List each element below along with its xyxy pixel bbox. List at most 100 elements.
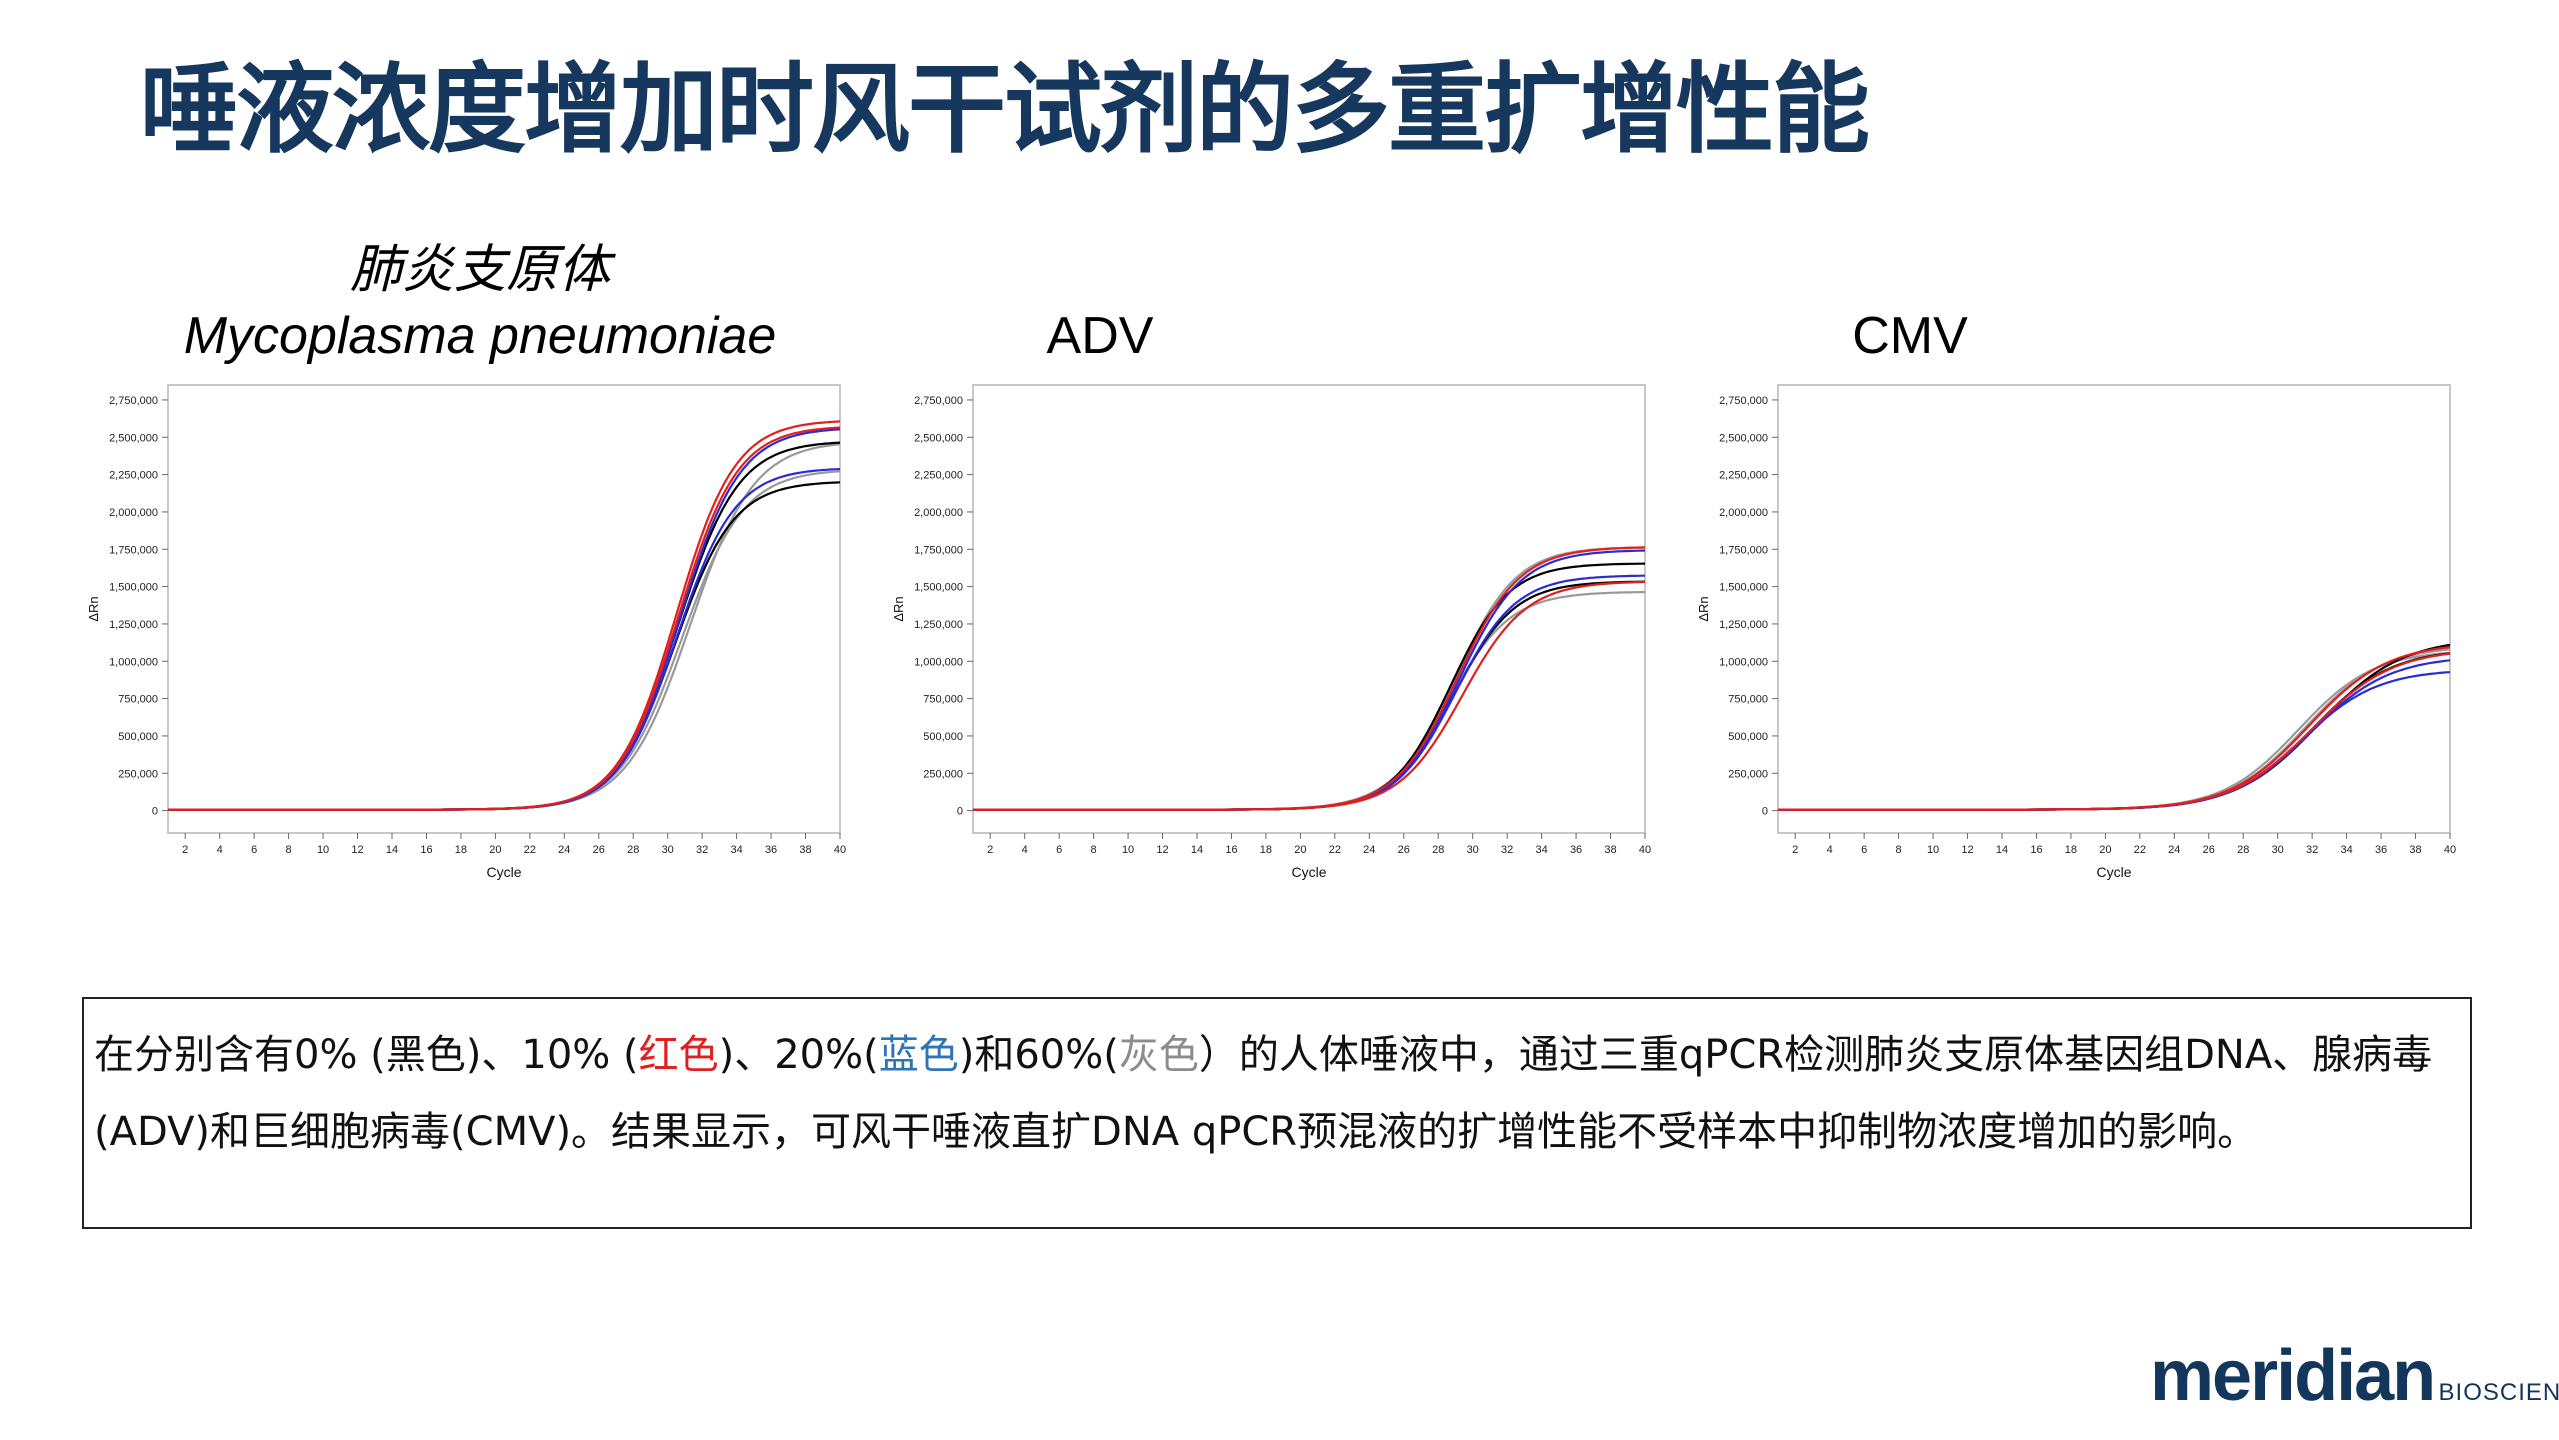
caption-text-1: 在分别含有0% (黑色)、10% (	[94, 1032, 639, 1078]
x-tick-label: 4	[1827, 844, 1833, 856]
y-tick-label: 750,000	[118, 694, 158, 706]
y-tick-label: 2,750,000	[914, 395, 963, 407]
x-tick-label: 20	[489, 844, 501, 856]
chart-heading-mp-en: Mycoplasma pneumoniae	[183, 307, 777, 365]
x-tick-label: 28	[627, 844, 639, 856]
x-tick-label: 2	[182, 844, 188, 856]
y-tick-label: 2,000,000	[914, 507, 963, 519]
x-tick-label: 14	[1191, 844, 1203, 856]
y-axis-label: ΔRn	[891, 596, 906, 621]
y-tick-label: 1,250,000	[109, 619, 158, 631]
x-tick-label: 12	[1156, 844, 1168, 856]
y-axis-label: ΔRn	[86, 596, 101, 621]
y-tick-label: 1,250,000	[1719, 619, 1768, 631]
x-tick-label: 38	[1604, 844, 1616, 856]
caption-grey-label: 灰色	[1118, 1032, 1199, 1078]
y-tick-label: 2,000,000	[1719, 507, 1768, 519]
x-tick-label: 2	[1792, 844, 1798, 856]
y-tick-label: 1,500,000	[109, 582, 158, 594]
x-tick-label: 24	[1363, 844, 1375, 856]
x-tick-label: 22	[1329, 844, 1341, 856]
x-tick-label: 34	[2340, 844, 2352, 856]
chart-adv: 0 250,000 500,000 750,000 1,000,000 1,250,000…	[891, 384, 1651, 880]
y-tick-label: 250,000	[118, 768, 158, 780]
chart-cmv: 0 250,000 500,000 750,000 1,000,000 1,250,000…	[1696, 384, 2456, 880]
x-tick-label: 30	[1467, 844, 1479, 856]
x-tick-label: 16	[2030, 844, 2042, 856]
y-tick-label: 500,000	[118, 731, 158, 743]
y-tick-label: 2,250,000	[109, 470, 158, 482]
amplification-curve-red	[973, 580, 1645, 811]
chart-heading-cmv: CMV	[1760, 303, 2060, 369]
y-tick-label: 1,250,000	[914, 619, 963, 631]
x-tick-label: 14	[386, 844, 398, 856]
x-tick-label: 40	[2444, 844, 2456, 856]
plot-frame	[167, 384, 841, 834]
x-tick-label: 12	[351, 844, 363, 856]
chart-heading-cmv-en: CMV	[1852, 307, 1968, 365]
y-tick-label: 1,000,000	[1719, 656, 1768, 668]
y-tick-label: 2,750,000	[109, 395, 158, 407]
x-tick-label: 10	[1927, 844, 1939, 856]
chart-heading-mp: 肺炎支原体 Mycoplasma pneumoniae	[150, 237, 810, 369]
plot-frame	[1777, 384, 2451, 834]
x-tick-label: 20	[1294, 844, 1306, 856]
caption-text-4: ）的人体唾液中，通过三重qPCR检测肺炎支原体基因组DNA、腺病毒(ADV)和巨…	[94, 1032, 2433, 1155]
x-tick-label: 38	[799, 844, 811, 856]
x-tick-label: 38	[2409, 844, 2421, 856]
y-tick-label: 250,000	[1728, 768, 1768, 780]
plot-frame	[972, 384, 1646, 834]
x-tick-label: 22	[2134, 844, 2146, 856]
y-tick-label: 2,500,000	[1719, 432, 1768, 444]
y-tick-label: 0	[1762, 806, 1768, 818]
y-tick-label: 750,000	[1728, 694, 1768, 706]
x-axis-label: Cycle	[486, 864, 521, 880]
x-tick-label: 12	[1961, 844, 1973, 856]
x-tick-label: 2	[987, 844, 993, 856]
meridian-logo: meridian BIOSCIENCE™	[2150, 1335, 2559, 1425]
caption-blue-label: 蓝色	[878, 1032, 959, 1078]
y-tick-label: 750,000	[923, 694, 963, 706]
y-tick-label: 2,750,000	[1719, 395, 1768, 407]
y-tick-label: 1,500,000	[914, 582, 963, 594]
slide-title: 唾液浓度增加时风干试剂的多重扩增性能	[140, 53, 1870, 167]
x-tick-label: 26	[2203, 844, 2215, 856]
caption-box: 在分别含有0% (黑色)、10% (红色)、20%(蓝色)和60%(灰色）的人体…	[82, 997, 2472, 1229]
x-tick-label: 32	[696, 844, 708, 856]
x-tick-label: 10	[1122, 844, 1134, 856]
y-tick-label: 2,500,000	[914, 432, 963, 444]
y-tick-label: 1,000,000	[914, 656, 963, 668]
x-tick-label: 10	[317, 844, 329, 856]
logo-word: meridian	[2150, 1336, 2436, 1416]
amplification-curve-red	[168, 426, 841, 811]
x-tick-label: 36	[2375, 844, 2387, 856]
y-tick-label: 1,750,000	[1719, 544, 1768, 556]
x-tick-label: 24	[2168, 844, 2180, 856]
y-tick-label: 1,000,000	[109, 656, 158, 668]
x-tick-label: 28	[1432, 844, 1444, 856]
x-tick-label: 40	[1639, 844, 1651, 856]
y-tick-label: 250,000	[923, 768, 963, 780]
x-tick-label: 16	[420, 844, 432, 856]
y-tick-label: 1,750,000	[914, 544, 963, 556]
x-tick-label: 36	[1570, 844, 1582, 856]
y-tick-label: 0	[957, 806, 963, 818]
x-tick-label: 20	[2099, 844, 2111, 856]
y-tick-label: 2,000,000	[109, 507, 158, 519]
x-tick-label: 16	[1225, 844, 1237, 856]
x-tick-label: 28	[2237, 844, 2249, 856]
y-tick-label: 0	[152, 806, 158, 818]
y-tick-label: 1,750,000	[109, 544, 158, 556]
caption-text-3: )和60%(	[958, 1032, 1119, 1078]
chart-mycoplasma: 0 250,000 500,000 750,000 1,000,000 1,250,000…	[86, 384, 846, 880]
y-tick-label: 2,250,000	[914, 470, 963, 482]
x-axis-label: Cycle	[2096, 864, 2131, 880]
x-tick-label: 4	[217, 844, 223, 856]
chart-heading-adv-en: ADV	[1046, 307, 1154, 365]
amplification-curve-red	[1778, 652, 2451, 811]
x-tick-label: 32	[1501, 844, 1513, 856]
y-tick-label: 2,250,000	[1719, 470, 1768, 482]
y-tick-label: 2,500,000	[109, 432, 158, 444]
y-tick-label: 500,000	[923, 731, 963, 743]
caption-red-label: 红色	[638, 1032, 719, 1078]
